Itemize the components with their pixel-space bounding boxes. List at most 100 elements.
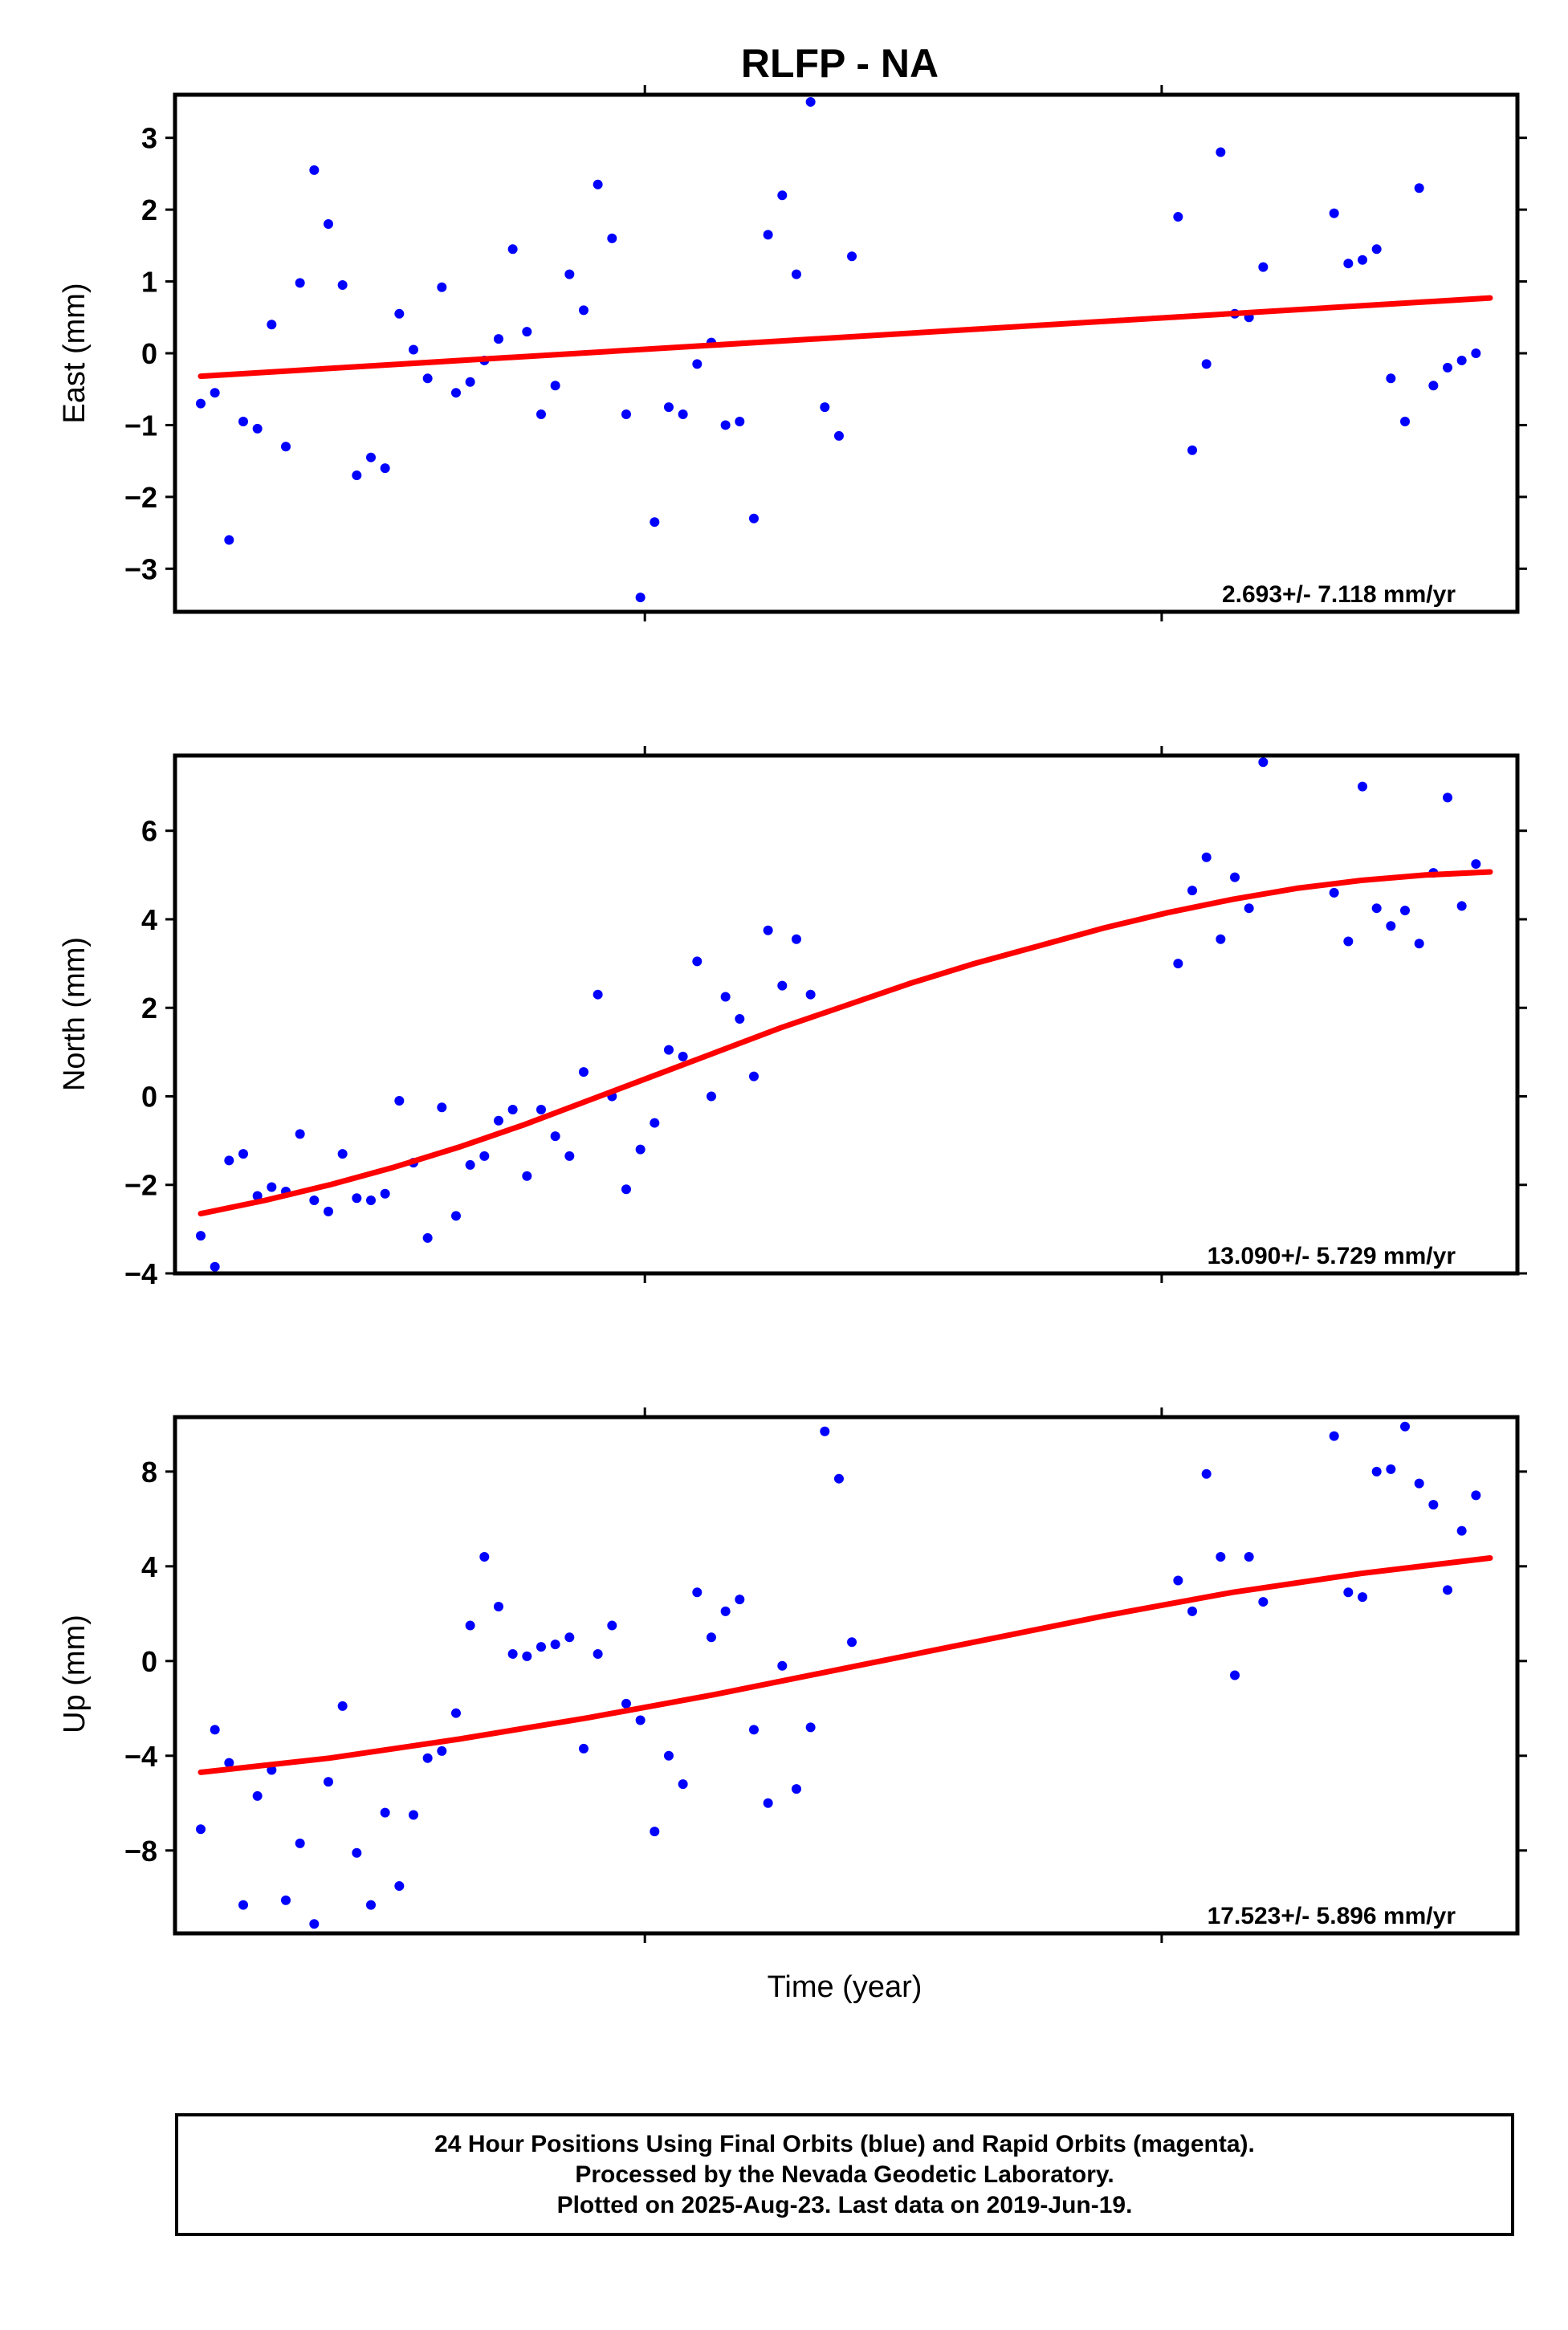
data-point-north (337, 1149, 348, 1159)
data-point-up (1244, 1552, 1254, 1562)
data-point-up (507, 1648, 518, 1659)
y-axis-label-up: Up (mm) (58, 1615, 92, 1733)
data-point-north (791, 934, 801, 944)
data-point-east (1329, 208, 1339, 218)
data-point-up (805, 1722, 816, 1733)
y-tick-label-up: 4 (141, 1550, 157, 1583)
data-point-north (422, 1232, 433, 1243)
data-point-up (522, 1651, 532, 1661)
data-point-up (748, 1725, 759, 1735)
data-point-east (507, 244, 518, 255)
data-point-north (437, 1102, 447, 1113)
y-tick-label-north: 6 (141, 815, 157, 848)
data-point-up (820, 1426, 830, 1436)
data-point-north (593, 989, 603, 1000)
data-point-up (678, 1779, 688, 1790)
data-point-east (365, 452, 376, 462)
data-point-north (1456, 901, 1467, 911)
data-point-north (465, 1159, 475, 1170)
data-point-north (309, 1196, 320, 1206)
data-point-up (337, 1701, 348, 1711)
data-point-east (280, 442, 291, 452)
data-point-east (1173, 212, 1183, 222)
y-tick-label-east: 2 (141, 193, 157, 226)
data-point-north (777, 980, 788, 991)
data-point-east (748, 513, 759, 523)
data-point-east (777, 190, 788, 201)
data-point-up (720, 1606, 731, 1616)
data-point-east (791, 269, 801, 279)
data-point-north (224, 1155, 234, 1166)
plot-frame-north (173, 753, 1520, 1276)
data-point-north (678, 1051, 688, 1061)
data-point-east (720, 420, 731, 430)
y-tick-label-up: −8 (124, 1835, 157, 1868)
data-point-north (1443, 792, 1453, 803)
data-point-up (1201, 1468, 1212, 1479)
data-point-up (833, 1473, 844, 1484)
data-point-north (1201, 852, 1212, 862)
data-point-east (394, 308, 405, 319)
data-point-north (1258, 757, 1269, 768)
data-point-east (635, 593, 646, 603)
data-point-north (295, 1129, 305, 1139)
data-point-up (408, 1810, 418, 1820)
y-axis-label-east: East (mm) (58, 283, 92, 423)
data-point-north (635, 1144, 646, 1155)
rate-label-north: 13.090+/- 5.729 mm/yr (1208, 1243, 1456, 1269)
data-point-east (238, 416, 248, 426)
footer-line-1: 24 Hour Positions Using Final Orbits (bl… (434, 2130, 1255, 2157)
data-point-up (450, 1708, 461, 1718)
data-point-up (663, 1750, 674, 1761)
y-tick-label-north: −4 (124, 1257, 157, 1290)
data-point-north (323, 1206, 333, 1216)
data-point-north (1358, 781, 1368, 792)
plot-frame-up (173, 1415, 1520, 1936)
y-tick-label-east: 3 (141, 122, 157, 155)
data-point-north (1386, 921, 1396, 931)
data-point-east (833, 430, 844, 441)
data-point-up (323, 1777, 333, 1787)
rate-label-east: 2.693+/- 7.118 mm/yr (1222, 581, 1456, 608)
data-point-up (1400, 1421, 1411, 1432)
y-tick-label-east: −2 (124, 481, 157, 514)
trend-line-north (198, 869, 1493, 1217)
data-point-north (1230, 872, 1240, 882)
data-point-east (536, 409, 546, 420)
data-point-north (763, 925, 773, 935)
data-point-east (337, 280, 348, 291)
data-point-east (650, 517, 660, 528)
data-point-north (352, 1193, 362, 1204)
data-point-north (706, 1091, 716, 1102)
data-point-north (267, 1182, 277, 1192)
data-point-up (692, 1587, 703, 1598)
data-point-east (196, 398, 206, 409)
data-point-north (1216, 934, 1226, 944)
data-point-up (309, 1919, 320, 1929)
x-axis-label: Time (year) (768, 1970, 922, 2004)
data-point-east (847, 251, 857, 262)
data-point-north (536, 1105, 546, 1115)
rate-label-up: 17.523+/- 5.896 mm/yr (1208, 1903, 1456, 1929)
footer-line-3: Plotted on 2025-Aug-23. Last data on 201… (556, 2191, 1133, 2218)
data-point-east (1428, 381, 1439, 391)
data-point-east (380, 463, 390, 474)
data-point-east (1258, 262, 1269, 272)
footer-line-2: Processed by the Nevada Geodetic Laborat… (575, 2161, 1114, 2188)
data-point-east (678, 409, 688, 420)
data-point-up (295, 1838, 305, 1848)
data-point-up (280, 1895, 291, 1905)
data-point-east (1216, 147, 1226, 157)
y-tick-label-north: 4 (141, 903, 157, 936)
data-point-up (1414, 1478, 1424, 1489)
data-point-north (1343, 936, 1354, 947)
trend-line-up (198, 1555, 1493, 1775)
data-point-north (550, 1131, 560, 1142)
data-point-up (210, 1725, 220, 1735)
data-point-east (210, 388, 220, 398)
data-point-north (1329, 887, 1339, 898)
data-point-up (465, 1620, 475, 1631)
data-point-up (578, 1743, 589, 1754)
data-point-east (1358, 255, 1368, 265)
data-point-east (1414, 183, 1424, 193)
